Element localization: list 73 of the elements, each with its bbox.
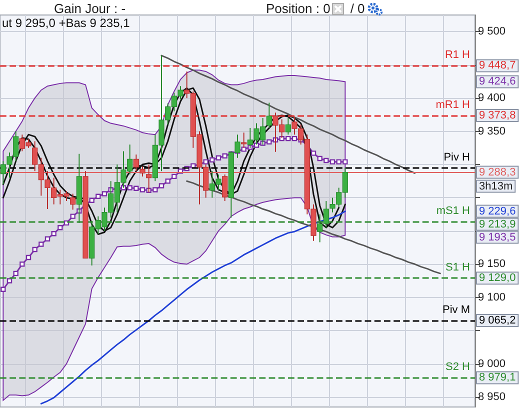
candlestick — [222, 174, 228, 202]
y-tick-label: 9 500 — [478, 26, 506, 38]
point — [32, 246, 38, 252]
text: 3h13m — [479, 180, 513, 192]
point — [26, 254, 32, 260]
annotation: ut 9 295,0 +Bas 9 235,1 — [2, 16, 130, 30]
text: 9 193,5 — [479, 231, 516, 244]
text: 9 288,3 — [479, 166, 516, 178]
point — [70, 214, 76, 219]
candlestick — [285, 117, 291, 136]
point — [216, 155, 222, 160]
candlestick — [133, 154, 139, 172]
point — [0, 286, 6, 292]
text: 9 213,9 — [479, 218, 516, 230]
point — [254, 142, 260, 148]
text: 9 448,7 — [479, 60, 516, 72]
point — [342, 159, 348, 164]
y-tick-label: 9 100 — [478, 291, 506, 304]
point — [51, 230, 56, 236]
point — [127, 185, 132, 190]
point — [203, 159, 208, 164]
point — [152, 187, 158, 192]
ref-line-label: R1 H — [444, 49, 470, 62]
text: 9 373,8 — [479, 109, 516, 122]
point — [310, 150, 316, 156]
point — [241, 146, 246, 152]
y-tick-label: 8 950 — [478, 391, 506, 404]
text: 9 424,6 — [479, 76, 516, 88]
text: 9 129,0 — [479, 272, 516, 284]
point — [96, 194, 101, 199]
point — [210, 157, 215, 162]
ref-line-label: S2 H — [446, 361, 470, 374]
ref-line-label: S1 H — [446, 262, 470, 274]
point — [6, 278, 12, 284]
candlestick — [70, 193, 76, 210]
point — [330, 159, 336, 164]
text: 9 229,6 — [479, 205, 516, 218]
annotation: Gain Jour : - — [54, 1, 126, 16]
point — [13, 270, 18, 276]
point — [324, 158, 329, 164]
line-series — [160, 54, 416, 174]
ref-line-label: mS1 H — [436, 205, 470, 218]
point — [336, 159, 342, 164]
point — [134, 186, 139, 192]
text: 8 979,1 — [479, 372, 516, 384]
point — [286, 136, 291, 142]
ref-line-label: Piv H — [444, 151, 470, 164]
point — [292, 136, 298, 142]
y-tick-label: 9 000 — [478, 358, 506, 370]
point — [102, 191, 108, 196]
point — [172, 174, 177, 180]
ref-line-label: Piv M — [442, 304, 470, 316]
point — [158, 183, 164, 188]
candlestick — [140, 166, 146, 177]
ref-line-label: mR1 H — [436, 98, 470, 111]
point — [89, 198, 94, 203]
point — [44, 236, 50, 242]
point — [317, 156, 322, 162]
point — [20, 262, 25, 267]
point — [38, 242, 44, 247]
point — [140, 187, 146, 192]
y-tick-label: 9 400 — [478, 92, 506, 104]
point — [222, 153, 228, 158]
candlestick — [266, 102, 272, 128]
point — [279, 136, 284, 142]
y-tick-label: 9 150 — [478, 258, 506, 270]
text: 9 065,2 — [479, 314, 516, 326]
point — [165, 178, 170, 184]
annotation: Position : 0 — [266, 1, 330, 16]
point — [266, 139, 272, 144]
y-tick-label: 9 350 — [478, 125, 506, 138]
point — [58, 225, 63, 230]
annotation: / 0 — [350, 1, 365, 16]
